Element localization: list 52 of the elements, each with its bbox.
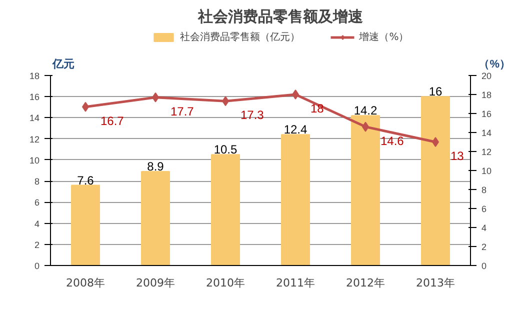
x-tick-label: 2011年 [276, 276, 316, 290]
y-axis-title: 亿元 [52, 58, 74, 70]
y-tick-label: 8 [34, 176, 40, 187]
x-tick-label: 2010年 [206, 276, 246, 290]
y2-tick-label: 16 [482, 109, 492, 119]
legend-label: 社会消费品零售额（亿元） [180, 30, 300, 44]
y2-tick-label: 20 [482, 71, 492, 81]
y2-tick-label: 12 [482, 147, 492, 157]
y2-tick-label: 0 [482, 261, 487, 271]
y-tick-label: 6 [34, 198, 40, 208]
data-label: 14.6 [380, 134, 404, 148]
y2-tick-label: 8 [482, 185, 487, 195]
data-label: 16.7 [100, 114, 124, 128]
data-label: 17.3 [240, 108, 264, 122]
bar [71, 184, 100, 266]
y-tick-label: 16 [29, 92, 40, 102]
point [432, 137, 439, 147]
x-tick-label: 2013年 [416, 276, 456, 290]
bar [351, 115, 380, 266]
x-tick-label: 2012年 [346, 276, 386, 290]
y2-tick-label: 6 [482, 204, 487, 214]
y-tick-label: 12 [29, 134, 40, 144]
data-label: 10.5 [214, 142, 238, 157]
data-label: 7.6 [77, 173, 94, 188]
y2-axis-title: （%） [478, 58, 510, 70]
bar [211, 154, 240, 266]
point [292, 90, 299, 100]
y-tick-label: 18 [29, 71, 40, 81]
x-tick-label: 2008年 [66, 276, 106, 290]
bar [281, 134, 310, 266]
bar [421, 96, 450, 266]
data-label: 17.7 [170, 104, 194, 118]
y-tick-label: 0 [34, 261, 40, 271]
y-tick-label: 10 [29, 155, 40, 166]
data-label: 8.9 [147, 160, 164, 174]
y-tick-label: 2 [34, 240, 40, 250]
data-label: 18 [310, 102, 324, 116]
x-tick-label: 2009年 [136, 276, 176, 290]
y2-tick-label: 4 [482, 223, 487, 233]
data-label: 16 [428, 84, 442, 99]
y2-tick-label: 18 [482, 90, 492, 100]
data-label: 12.4 [284, 122, 308, 137]
chart-title: 社会消费品零售额及增速 [197, 8, 364, 26]
data-label: 14.2 [354, 104, 378, 118]
y-tick-label: 4 [34, 218, 40, 229]
y2-tick-label: 10 [482, 166, 492, 176]
legend-label: 增速（%） [359, 30, 409, 44]
bar [141, 171, 170, 266]
y-tick-label: 14 [29, 113, 40, 124]
data-label: 13 [450, 149, 464, 163]
y2-tick-label: 2 [482, 242, 487, 252]
y2-tick-label: 14 [482, 128, 492, 138]
